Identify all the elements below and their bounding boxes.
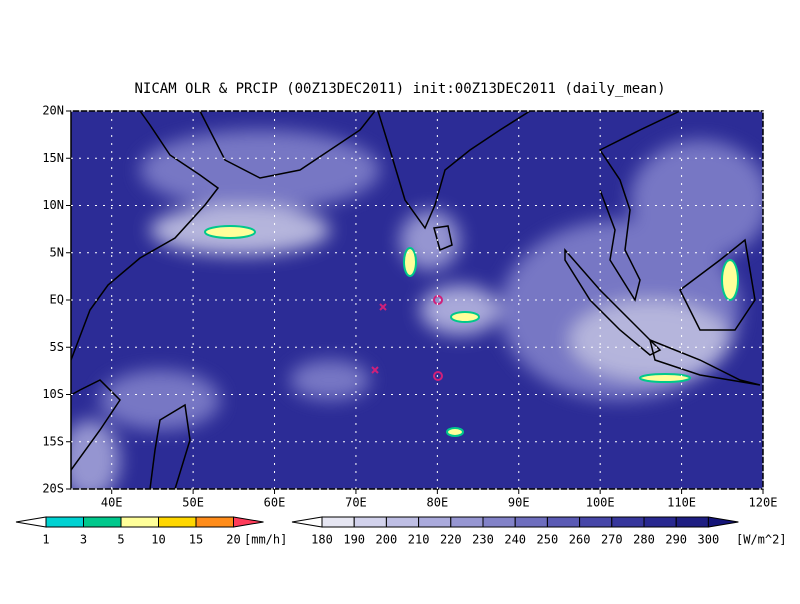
legend-arrow: [233, 516, 264, 528]
legend-level: 3: [80, 533, 87, 547]
legend-arrow: [15, 516, 47, 528]
legend-swatch: [158, 516, 197, 528]
legend-level: 200: [376, 533, 398, 547]
lat-tick-label: 5N: [50, 245, 64, 259]
coastlines: [71, 111, 761, 489]
lat-tick-label: 10N: [42, 198, 64, 212]
lat-tick-label: 10S: [42, 387, 64, 401]
lat-tick-label: 20S: [42, 482, 64, 496]
legend-swatch: [83, 516, 122, 528]
legend-swatch: [611, 516, 645, 528]
legend-level: 190: [343, 533, 365, 547]
legend-level: 270: [601, 533, 623, 547]
legend-unit: [mm/h]: [244, 533, 287, 547]
legend-level: 5: [117, 533, 124, 547]
lat-tick-label: 20N: [42, 104, 64, 118]
lon-tick-label: 100E: [586, 496, 615, 510]
lon-tick-label: 80E: [427, 496, 449, 510]
legend-swatch: [514, 516, 548, 528]
lon-tick-label: 60E: [264, 496, 286, 510]
lat-tick-label: 5S: [50, 340, 64, 354]
legend-level: 300: [698, 533, 720, 547]
legend-level: 230: [472, 533, 494, 547]
lon-tick-label: 40E: [101, 496, 123, 510]
lon-tick-label: 70E: [345, 496, 367, 510]
legend-level: 290: [665, 533, 687, 547]
legend-swatch: [195, 516, 234, 528]
legend-level: 240: [504, 533, 526, 547]
legend-arrow: [291, 516, 323, 528]
lon-tick-label: 110E: [667, 496, 696, 510]
legend-level: 220: [440, 533, 462, 547]
lon-tick-label: 50E: [182, 496, 204, 510]
legend-level: 1: [42, 533, 49, 547]
legend-level: 210: [408, 533, 430, 547]
legend-swatch: [353, 516, 387, 528]
lat-tick-label: 15S: [42, 434, 64, 448]
legend-swatch: [450, 516, 484, 528]
legend-level: 180: [311, 533, 333, 547]
legend-swatch: [546, 516, 581, 528]
map-title: NICAM OLR & PRCIP (00Z13DEC2011) init:00…: [134, 81, 665, 97]
legend-level: 260: [569, 533, 591, 547]
lat-tick-label: 15N: [42, 151, 64, 165]
legend-swatch: [321, 516, 355, 528]
lon-tick-label: 120E: [749, 496, 778, 510]
legend-swatch: [418, 516, 452, 528]
lat-tick-label: EQ: [50, 293, 64, 307]
legend-swatch: [482, 516, 516, 528]
lon-tick-label: 90E: [508, 496, 530, 510]
legend-level: 20: [226, 533, 240, 547]
legend-swatch: [120, 516, 159, 528]
legend-swatch: [45, 516, 84, 528]
legend-swatch: [643, 516, 677, 528]
legend-swatch: [385, 516, 420, 528]
legend-level: 250: [537, 533, 559, 547]
legend-unit: [W/m^2]: [736, 533, 787, 547]
legend-level: 15: [189, 533, 203, 547]
legend-swatch: [579, 516, 613, 528]
legend-level: 280: [633, 533, 655, 547]
legend-arrow: [707, 516, 739, 528]
legend-level: 10: [151, 533, 165, 547]
legend-swatch: [675, 516, 709, 528]
